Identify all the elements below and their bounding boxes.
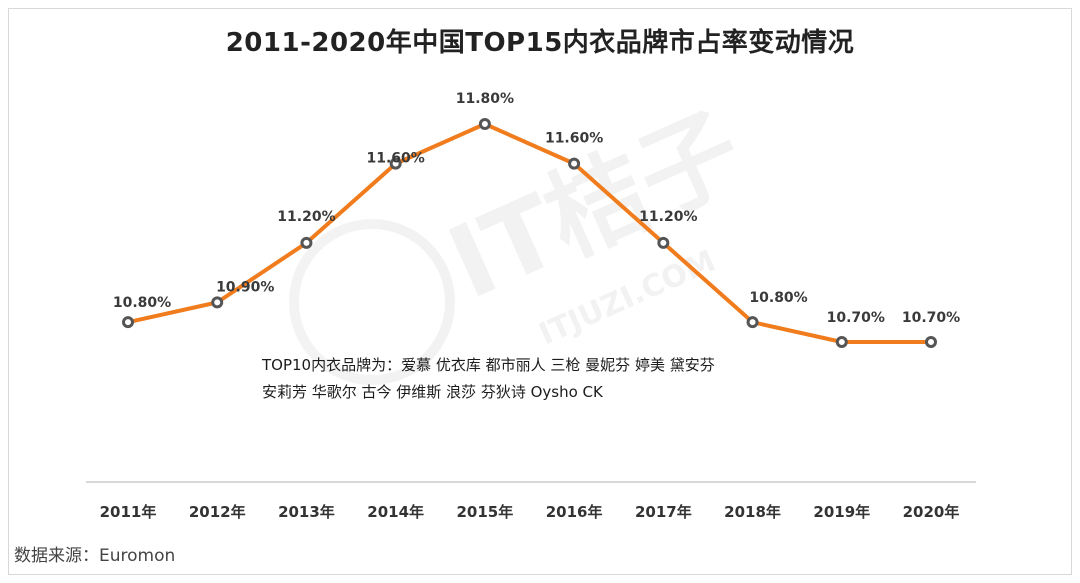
data-label: 11.20%: [277, 209, 335, 225]
data-label: 11.60%: [367, 151, 425, 167]
brand-note-line-1: TOP10内衣品牌为：爱慕 优衣库 都市丽人 三枪 曼妮芬 婷美 黛安芬: [262, 356, 715, 374]
chart-title: 2011-2020年中国TOP15内衣品牌市占率变动情况: [225, 28, 855, 58]
data-point-marker: [122, 316, 134, 329]
x-tick-label: 2017年: [635, 503, 692, 521]
source-note: 数据来源：Euromon: [14, 546, 176, 566]
x-tick-label: 2015年: [457, 503, 514, 521]
data-label: 10.90%: [216, 279, 274, 295]
data-markers: [122, 118, 937, 348]
x-tick-label: 2016年: [546, 503, 603, 521]
data-label: 10.70%: [902, 310, 960, 326]
data-point-marker: [211, 296, 224, 309]
data-label: 11.80%: [456, 91, 514, 107]
itjuzi-watermark: IT桔子 ITJUZI.COM: [289, 91, 759, 385]
watermark-logo-icon: [289, 219, 455, 385]
data-label: 10.70%: [827, 310, 885, 326]
x-tick-label: 2020年: [903, 503, 960, 521]
data-label: 10.80%: [749, 290, 807, 306]
x-tick-label: 2014年: [367, 503, 424, 521]
x-tick-label: 2018年: [724, 503, 781, 521]
data-point-marker: [657, 236, 670, 249]
data-labels: 10.80% 10.90% 11.20% 11.60% 11.80% 11.60% 11.2…: [113, 91, 960, 326]
data-label: 10.80%: [113, 295, 171, 311]
data-point-marker: [835, 336, 848, 348]
x-tick-label: 2013年: [278, 503, 335, 521]
series-line: [127, 122, 931, 344]
data-point-marker: [925, 336, 937, 348]
data-point-marker: [568, 157, 581, 170]
data-point-marker: [478, 118, 491, 130]
data-point-marker: [746, 316, 759, 329]
x-axis-tick-labels: 2011年 2012年 2013年 2014年 2015年 2016年 2017年 2018年…: [100, 503, 960, 521]
data-point-marker: [300, 236, 313, 249]
brand-note-line-2: 安莉芳 华歌尔 古今 伊维斯 浪莎 芬狄诗 Oysho CK: [262, 383, 603, 401]
chart-frame: [8, 8, 1072, 575]
data-point-marker: [389, 157, 402, 170]
x-tick-label: 2012年: [189, 503, 246, 521]
data-label: 11.20%: [639, 209, 697, 225]
x-tick-label: 2019年: [813, 503, 870, 521]
x-tick-label: 2011年: [100, 503, 157, 521]
data-label: 11.60%: [545, 131, 603, 147]
